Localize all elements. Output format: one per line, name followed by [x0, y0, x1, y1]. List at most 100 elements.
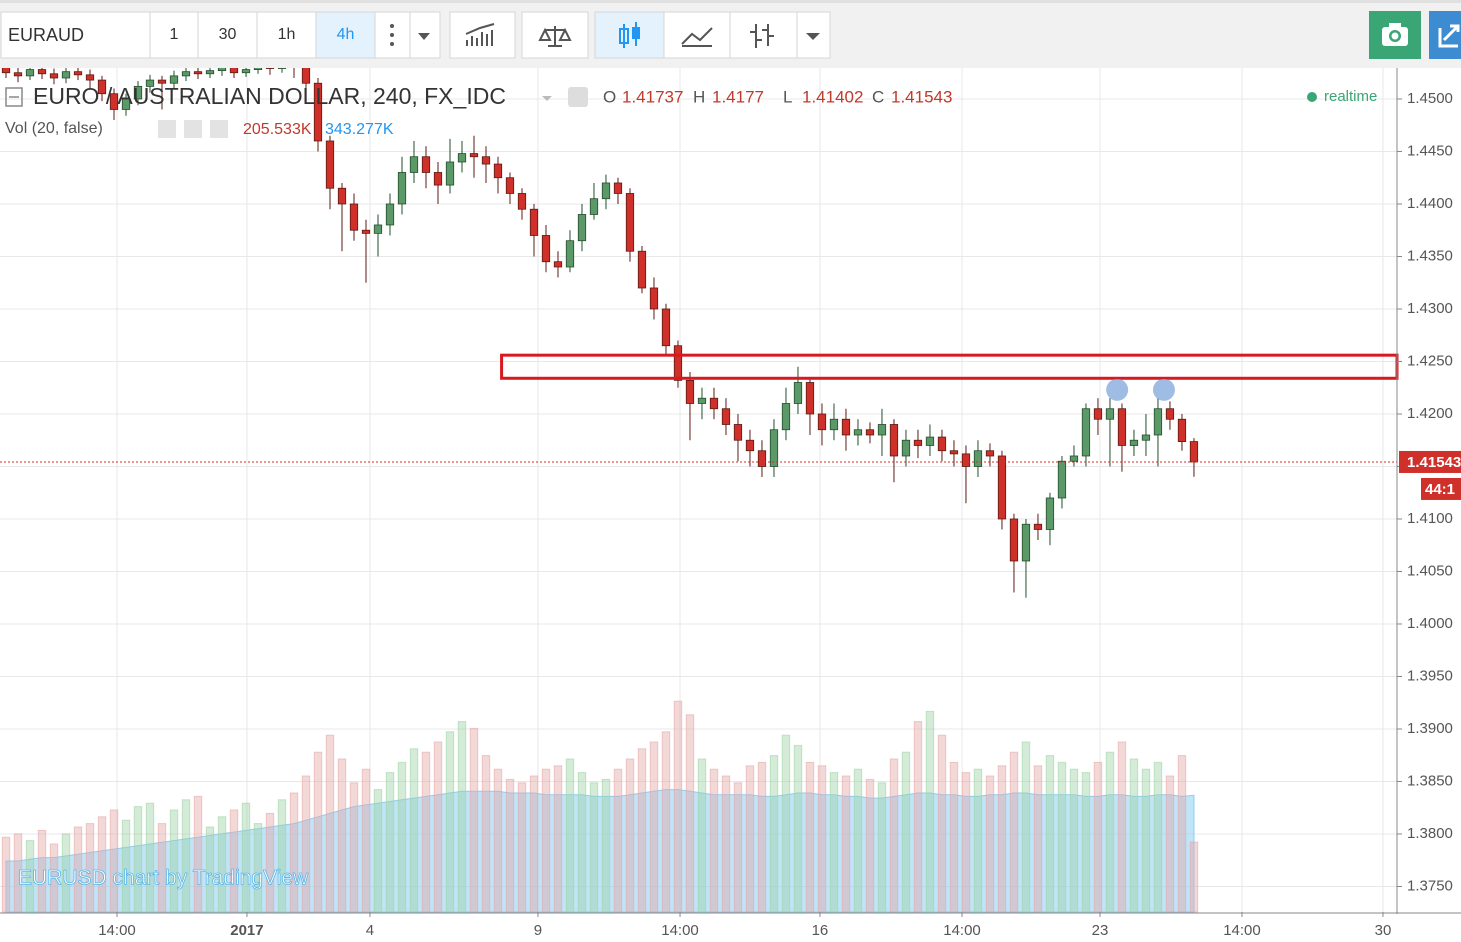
icon	[390, 42, 394, 46]
volume-bar	[481, 755, 491, 913]
volume-bar	[1021, 741, 1031, 913]
volume-bar	[97, 816, 107, 913]
y-tick-label: 1.3950	[1407, 667, 1453, 684]
volume-bar	[445, 731, 455, 913]
candle-body	[1093, 408, 1103, 420]
volume-bar	[793, 744, 803, 913]
candle-body	[685, 379, 695, 404]
volume-bar	[1, 836, 11, 913]
price-tag	[1399, 450, 1461, 473]
candle-body	[1177, 418, 1187, 442]
candles-button[interactable]	[594, 11, 665, 59]
candle-body	[841, 418, 851, 436]
interval-label[interactable]: 4h	[337, 26, 355, 43]
volume-bar	[313, 751, 323, 913]
interval-label[interactable]: 1	[170, 26, 179, 43]
icon	[390, 33, 394, 37]
watermark: EURUSD chart by TradingView	[18, 867, 309, 890]
candle-body	[517, 193, 527, 210]
bars-button[interactable]	[729, 11, 798, 59]
candle-body	[325, 140, 335, 189]
line-button[interactable]	[663, 11, 731, 59]
candle-body	[13, 72, 23, 77]
candle-body	[445, 161, 455, 186]
candle-body	[709, 397, 719, 410]
volume-bar	[385, 772, 395, 913]
volume-bar	[229, 809, 239, 913]
candle-body	[1009, 518, 1019, 562]
volume-bar	[397, 761, 407, 913]
volume-bar	[349, 782, 359, 913]
candle-body	[817, 413, 827, 431]
volume-bar	[1141, 768, 1151, 913]
candle-body	[589, 198, 599, 215]
volume-bar	[25, 840, 35, 913]
volume-bar	[949, 761, 959, 913]
candle-body	[409, 156, 419, 173]
volume-bar	[361, 768, 371, 913]
icon	[619, 28, 629, 44]
symbol-box[interactable]	[0, 11, 152, 59]
collapse-icon[interactable]	[5, 87, 23, 107]
volume-bar	[661, 731, 671, 913]
icon	[418, 33, 430, 40]
volume-bar	[961, 772, 971, 913]
interval-button[interactable]	[197, 11, 258, 59]
candle-body	[529, 208, 539, 236]
volume-bar	[1069, 768, 1079, 913]
volume-bar	[1057, 761, 1067, 913]
volume-bar	[553, 765, 563, 913]
volume-bar	[457, 721, 467, 913]
y-tick-label: 1.4300	[1407, 300, 1453, 317]
candle-body	[421, 156, 431, 173]
volume-bar	[601, 778, 611, 913]
volume-ma-area	[5, 789, 1195, 913]
volume-bar	[325, 734, 335, 913]
interval-button[interactable]	[256, 11, 317, 59]
volume-bar	[1045, 755, 1055, 913]
candle-body	[541, 235, 551, 263]
volume-bar	[1153, 761, 1163, 913]
volume-bar	[121, 819, 131, 913]
candle-body	[193, 71, 203, 75]
candle-body	[649, 287, 659, 310]
volume-bar	[1009, 751, 1019, 913]
countdown-tag	[1421, 477, 1461, 500]
volume-bar	[1189, 841, 1199, 913]
candle-body	[637, 250, 647, 289]
icon	[632, 27, 640, 39]
icon	[681, 27, 713, 47]
ohlc-key: L	[783, 87, 792, 106]
y-tick-label: 1.4350	[1407, 247, 1453, 264]
volume-bar	[133, 806, 143, 913]
volume-bar	[1093, 761, 1103, 913]
candle-body	[97, 79, 107, 95]
x-tick-label: 4	[366, 922, 374, 939]
symbol[interactable]: EURAUD	[8, 25, 84, 45]
candle-body	[1033, 523, 1043, 530]
interval-label[interactable]: 1h	[278, 26, 296, 43]
candle-body	[25, 69, 35, 77]
candle-body	[1129, 439, 1139, 446]
candle-body	[661, 308, 671, 347]
volume-bar	[373, 789, 383, 913]
candle-body	[973, 450, 983, 467]
volume-bar	[421, 751, 431, 913]
ohlc-readout: O 1.41737 H 1.4177 L 1.41402 C 1.41543	[603, 87, 952, 106]
x-tick-label: 14:00	[943, 922, 981, 939]
interval-button[interactable]	[149, 11, 199, 59]
interval-label[interactable]: 30	[219, 26, 237, 43]
volume-bar	[529, 775, 539, 913]
interval-button[interactable]	[315, 11, 376, 59]
candle-body	[877, 424, 887, 436]
volume-bar	[781, 734, 791, 913]
publish-button[interactable]	[1429, 11, 1461, 59]
volume-bar	[517, 782, 527, 913]
volume-bar	[157, 823, 167, 913]
candle-body	[73, 71, 83, 76]
volume-bar	[769, 755, 779, 913]
volume-bar	[973, 768, 983, 913]
volume-bar	[1117, 741, 1127, 913]
volume-bar	[589, 782, 599, 913]
candle-body	[361, 229, 371, 234]
